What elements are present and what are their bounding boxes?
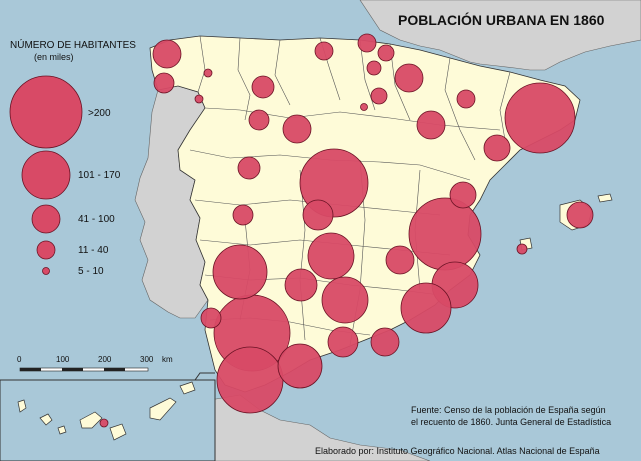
legend-title: NÚMERO DE HABITANTES <box>10 38 136 51</box>
canary-islands <box>17 381 196 441</box>
city-symbol <box>370 87 388 105</box>
city-symbol <box>516 243 528 255</box>
legend-symbol-200plus <box>9 75 83 149</box>
city-symbol <box>248 109 270 131</box>
city-symbol <box>377 44 395 62</box>
source-line-2: el recuento de 1860. Junta General de Es… <box>411 417 611 427</box>
legend-label-11-40: 11 - 40 <box>78 245 109 256</box>
scale-bar: 0 100 200 300 km <box>17 355 173 372</box>
city-symbol <box>370 327 400 357</box>
legend-symbol-41-100 <box>31 204 61 234</box>
city-symbol <box>416 110 446 140</box>
city-symbol <box>251 75 275 99</box>
city-symbols <box>99 33 594 428</box>
france-land <box>359 0 641 71</box>
scale-tick-300: 300 <box>140 355 154 364</box>
legend-label-41-100: 41 - 100 <box>78 214 115 225</box>
city-symbol <box>357 33 377 53</box>
city-symbol <box>307 232 355 280</box>
city-symbol <box>408 197 482 271</box>
city-symbol <box>385 245 415 275</box>
city-symbol <box>360 103 368 111</box>
legend: NÚMERO DE HABITANTES (en miles) >200 101… <box>9 38 136 277</box>
legend-label-5-10: 5 - 10 <box>78 266 104 277</box>
city-symbol <box>200 307 222 329</box>
city-symbol <box>566 201 594 229</box>
legend-symbol-101-170 <box>21 150 71 200</box>
city-symbol <box>152 39 182 69</box>
legend-label-101-170: 101 - 170 <box>78 170 121 181</box>
legend-symbol-11-40 <box>36 240 56 260</box>
city-symbol <box>483 134 511 162</box>
city-symbol <box>237 156 261 180</box>
scale-unit: km <box>162 355 173 364</box>
scale-tick-0: 0 <box>17 355 22 364</box>
inset-connector <box>0 372 215 381</box>
scale-tick-100: 100 <box>56 355 70 364</box>
legend-subtitle: (en miles) <box>34 52 74 62</box>
city-symbol <box>449 181 477 209</box>
city-symbol <box>216 346 284 414</box>
city-symbol <box>212 244 268 300</box>
city-symbol <box>282 114 312 144</box>
scale-tick-200: 200 <box>98 355 112 364</box>
city-symbol <box>153 72 175 94</box>
city-symbol <box>321 276 369 324</box>
map-title: POBLACIÓN URBANA EN 1860 <box>398 11 605 28</box>
city-symbol <box>203 68 213 78</box>
city-symbol <box>284 268 318 302</box>
menorca-land <box>597 193 613 203</box>
city-symbol <box>314 41 334 61</box>
city-symbol <box>366 60 382 76</box>
city-symbol <box>232 204 254 226</box>
legend-symbol-5-10 <box>42 267 50 275</box>
city-symbol <box>504 82 576 154</box>
credit-text: Elaborado por: Instituto Geográfico Naci… <box>315 446 600 456</box>
legend-label-200plus: >200 <box>88 108 111 119</box>
source-line-1: Fuente: Censo de la población de España … <box>411 405 606 415</box>
city-symbol <box>99 418 109 428</box>
city-symbol <box>277 343 323 389</box>
city-symbol <box>327 326 359 358</box>
city-symbol <box>194 94 204 104</box>
city-symbol <box>400 282 452 334</box>
city-symbol <box>302 199 334 231</box>
city-symbol <box>394 63 424 93</box>
city-symbol <box>456 89 476 109</box>
